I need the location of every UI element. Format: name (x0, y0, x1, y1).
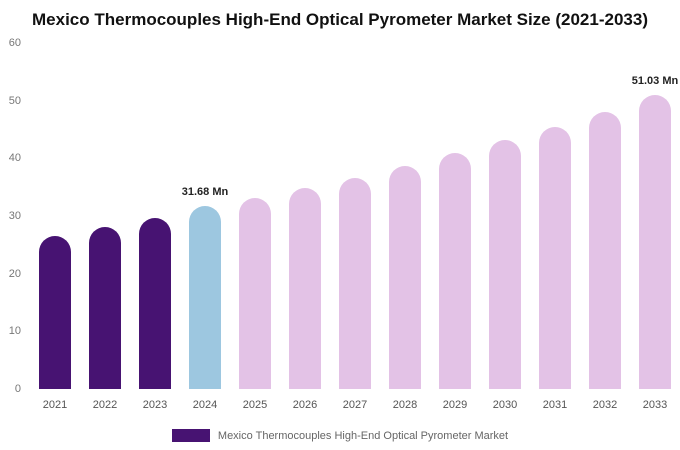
x-tick-2031: 2031 (542, 399, 568, 411)
plot-area: 2021 2022 2023 31.68 Mn 2024 2025 2026 2027 2028… (30, 43, 680, 411)
y-tick-20: 20 (8, 267, 21, 280)
bar-2027[interactable] (339, 177, 371, 389)
bar-2025[interactable] (239, 198, 271, 389)
bar-slot-2026: 2026 (280, 43, 330, 411)
bar-2021[interactable] (39, 236, 71, 389)
y-tick-60: 60 (8, 37, 21, 49)
bar-slot-2023: 2023 (130, 43, 180, 411)
bar-2028[interactable] (389, 166, 421, 389)
x-tick-2026: 2026 (292, 399, 318, 411)
bar-2022[interactable] (89, 226, 121, 389)
x-tick-2021: 2021 (42, 399, 68, 411)
bar-2033[interactable] (639, 94, 671, 389)
y-axis: 0 10 20 30 40 50 60 (0, 37, 24, 395)
bar-chart: 0 10 20 30 40 50 60 2021 2022 2023 31.68 Mn 2024 20… (0, 37, 680, 411)
y-tick-40: 40 (8, 152, 21, 165)
legend-label: Mexico Thermocouples High-End Optical Py… (217, 429, 509, 442)
bar-slot-2030: 2030 (480, 43, 530, 411)
legend: Mexico Thermocouples High-End Optical Py… (0, 429, 680, 442)
bar-2030[interactable] (489, 140, 521, 389)
bar-slot-2025: 2025 (230, 43, 280, 411)
y-tick-50: 50 (8, 94, 21, 107)
x-tick-2029: 2029 (442, 399, 468, 411)
bar-slot-2022: 2022 (80, 43, 130, 411)
x-tick-2022: 2022 (92, 399, 118, 411)
x-tick-2025: 2025 (242, 399, 268, 411)
x-tick-2030: 2030 (492, 399, 518, 411)
x-tick-2027: 2027 (342, 399, 368, 411)
bar-value-label-2024: 31.68 Mn (181, 186, 229, 199)
x-tick-2028: 2028 (392, 399, 418, 411)
chart-title: Mexico Thermocouples High-End Optical Py… (32, 10, 648, 29)
bar-slot-2024: 31.68 Mn 2024 (180, 43, 230, 411)
y-tick-30: 30 (8, 210, 21, 222)
bar-2032[interactable] (589, 112, 621, 389)
y-tick-10: 10 (8, 325, 21, 338)
bar-2023[interactable] (139, 217, 171, 389)
bar-2029[interactable] (439, 153, 471, 389)
bar-slot-2029: 2029 (430, 43, 480, 411)
bar-slot-2021: 2021 (30, 43, 80, 411)
bar-value-label-2033: 51.03 Mn (631, 74, 679, 87)
bar-2026[interactable] (289, 188, 321, 389)
bar-2024[interactable] (189, 206, 221, 389)
x-tick-2024: 2024 (192, 399, 218, 411)
x-tick-2033: 2033 (642, 399, 668, 411)
bar-slot-2027: 2027 (330, 43, 380, 411)
bar-2031[interactable] (539, 127, 571, 389)
y-tick-0: 0 (14, 383, 21, 395)
bar-slot-2033: 51.03 Mn 2033 (630, 43, 680, 411)
x-tick-2023: 2023 (142, 399, 168, 411)
x-tick-2032: 2032 (592, 399, 618, 411)
bar-slot-2028: 2028 (380, 43, 430, 411)
bar-slot-2032: 2032 (580, 43, 630, 411)
legend-swatch (171, 429, 210, 442)
bar-slot-2031: 2031 (530, 43, 580, 411)
